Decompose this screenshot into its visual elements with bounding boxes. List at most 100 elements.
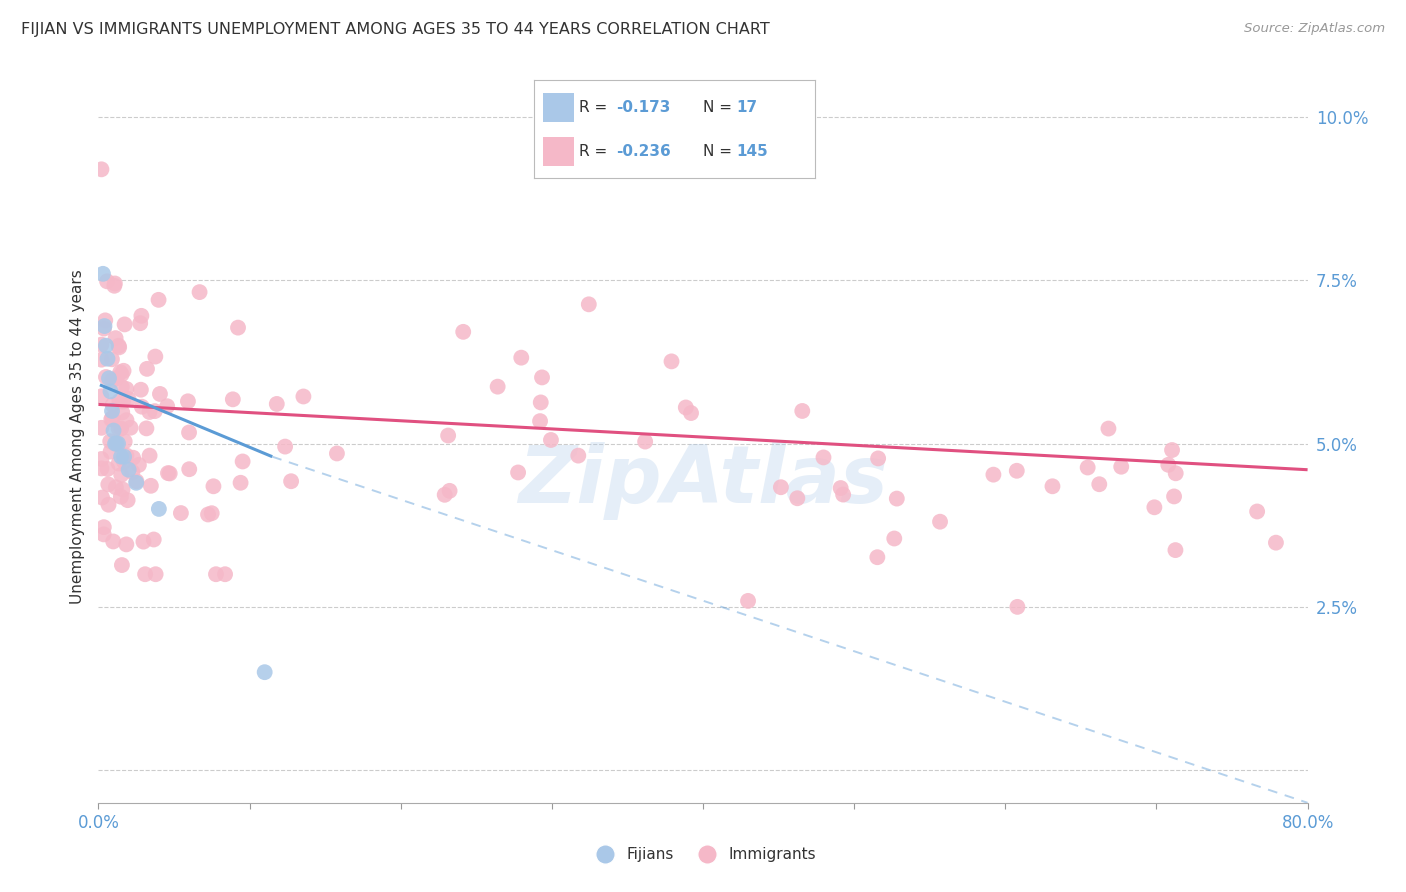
Point xyxy=(138,405,160,419)
Point xyxy=(634,434,657,449)
Point xyxy=(1097,421,1119,435)
Point xyxy=(201,506,224,520)
Point xyxy=(101,398,124,412)
Point xyxy=(125,475,148,490)
Point xyxy=(107,436,129,450)
Point xyxy=(179,462,201,476)
Point xyxy=(540,433,562,447)
Point xyxy=(115,382,138,396)
Point xyxy=(129,316,152,330)
Point xyxy=(100,384,122,399)
Point xyxy=(1077,460,1099,475)
Point xyxy=(128,458,150,472)
Point xyxy=(769,480,792,494)
Point xyxy=(578,297,600,311)
Point xyxy=(96,462,118,476)
Y-axis label: Unemployment Among Ages 35 to 44 years: Unemployment Among Ages 35 to 44 years xyxy=(69,269,84,605)
Point xyxy=(111,394,134,409)
Point xyxy=(101,352,124,367)
Point xyxy=(97,498,120,512)
Point xyxy=(104,331,127,345)
Point xyxy=(229,475,252,490)
Point xyxy=(886,491,908,506)
Point xyxy=(142,533,165,547)
Point xyxy=(107,339,129,353)
Point xyxy=(326,446,349,460)
Point xyxy=(108,340,131,354)
Point xyxy=(1264,535,1286,549)
Point xyxy=(90,389,112,403)
Point xyxy=(111,368,134,382)
Point xyxy=(120,421,142,435)
Point xyxy=(1163,490,1185,504)
Point xyxy=(103,278,125,293)
Point xyxy=(111,483,134,497)
Point xyxy=(93,520,115,534)
Point xyxy=(451,325,474,339)
Point xyxy=(111,405,134,419)
Point xyxy=(90,421,112,435)
Text: 17: 17 xyxy=(737,100,758,115)
Text: ZipAtlas: ZipAtlas xyxy=(517,442,889,520)
Point xyxy=(93,321,115,335)
Point xyxy=(1164,467,1187,481)
Point xyxy=(832,487,855,501)
Point xyxy=(1088,477,1111,491)
Point xyxy=(675,401,697,415)
Point xyxy=(103,424,125,438)
Point xyxy=(205,567,228,582)
Text: N =: N = xyxy=(703,144,737,159)
Point xyxy=(129,383,152,397)
Point xyxy=(117,392,139,406)
Point xyxy=(138,449,160,463)
Point xyxy=(110,365,132,379)
Point xyxy=(105,436,128,450)
Point xyxy=(486,379,509,393)
Point xyxy=(91,267,114,281)
Point xyxy=(148,502,170,516)
Point xyxy=(101,373,124,387)
Point xyxy=(114,318,136,332)
Point xyxy=(813,450,835,465)
Point xyxy=(90,461,112,475)
Point xyxy=(112,450,135,464)
Point xyxy=(96,351,118,366)
Point xyxy=(101,410,124,425)
Point xyxy=(883,532,905,546)
Point xyxy=(1007,599,1029,614)
Point xyxy=(110,421,132,435)
Point xyxy=(104,480,127,494)
Point xyxy=(983,467,1005,482)
Point xyxy=(737,594,759,608)
Point xyxy=(94,370,117,384)
Point xyxy=(253,665,276,680)
Point xyxy=(156,399,179,413)
Point xyxy=(202,479,225,493)
Point xyxy=(131,309,153,323)
Point xyxy=(93,319,115,334)
Point xyxy=(136,362,159,376)
Point xyxy=(143,404,166,418)
Point xyxy=(90,452,112,467)
Point xyxy=(226,320,249,334)
Point xyxy=(110,450,132,464)
Point xyxy=(1005,464,1028,478)
Point xyxy=(1157,458,1180,472)
Point xyxy=(531,370,554,384)
Point xyxy=(145,567,167,582)
Point xyxy=(830,481,852,495)
Point xyxy=(139,479,162,493)
Point xyxy=(866,550,889,565)
Point xyxy=(107,457,129,471)
Point xyxy=(143,350,166,364)
Point xyxy=(90,162,112,177)
Point xyxy=(149,387,172,401)
Point xyxy=(131,400,153,414)
Point xyxy=(93,527,115,541)
Text: -0.173: -0.173 xyxy=(616,100,671,115)
Point xyxy=(91,491,114,505)
Text: R =: R = xyxy=(579,144,613,159)
Point xyxy=(156,466,179,480)
Point xyxy=(1161,443,1184,458)
Point xyxy=(90,352,112,367)
